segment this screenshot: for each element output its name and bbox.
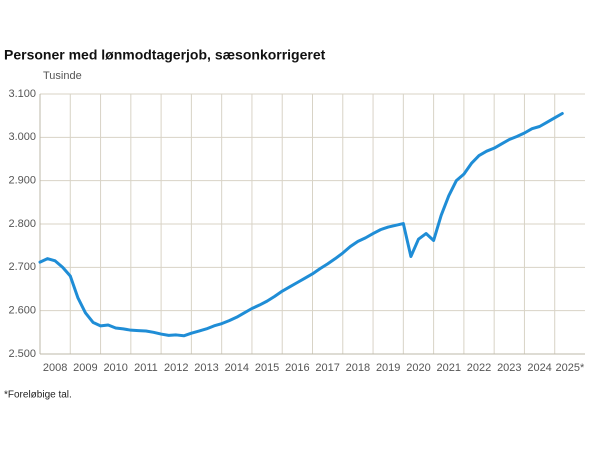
y-tick-label: 3.000: [8, 131, 36, 143]
chart-title: Personer med lønmodtagerjob, sæsonkorrig…: [4, 47, 326, 63]
x-tick-label: 2025*: [555, 362, 584, 374]
y-tick-label: 2.600: [8, 305, 36, 317]
x-tick-label: 2016: [285, 362, 309, 374]
x-tick-label: 2019: [376, 362, 400, 374]
x-tick-label: 2012: [164, 362, 188, 374]
y-axis-label: Tusinde: [43, 70, 82, 82]
x-tick-label: 2018: [346, 362, 370, 374]
x-tick-label: 2023: [497, 362, 521, 374]
x-tick-label: 2013: [194, 362, 218, 374]
x-tick-label: 2009: [73, 362, 97, 374]
x-tick-label: 2011: [134, 362, 158, 374]
y-tick-label: 3.100: [8, 88, 36, 100]
y-tick-label: 2.900: [8, 175, 36, 187]
x-tick-label: 2008: [43, 362, 67, 374]
y-tick-label: 2.800: [8, 218, 36, 230]
x-tick-label: 2021: [437, 362, 461, 374]
x-tick-label: 2010: [103, 362, 127, 374]
x-tick-label: 2022: [467, 362, 491, 374]
y-tick-label: 2.500: [8, 348, 36, 360]
x-tick-label: 2015: [255, 362, 279, 374]
x-tick-label: 2017: [315, 362, 339, 374]
x-tick-label: 2014: [225, 362, 249, 374]
footnote: *Foreløbige tal.: [4, 390, 72, 401]
x-tick-label: 2020: [406, 362, 430, 374]
y-tick-label: 2.700: [8, 261, 36, 273]
data-line: [38, 112, 564, 338]
x-tick-label: 2024: [527, 362, 551, 374]
